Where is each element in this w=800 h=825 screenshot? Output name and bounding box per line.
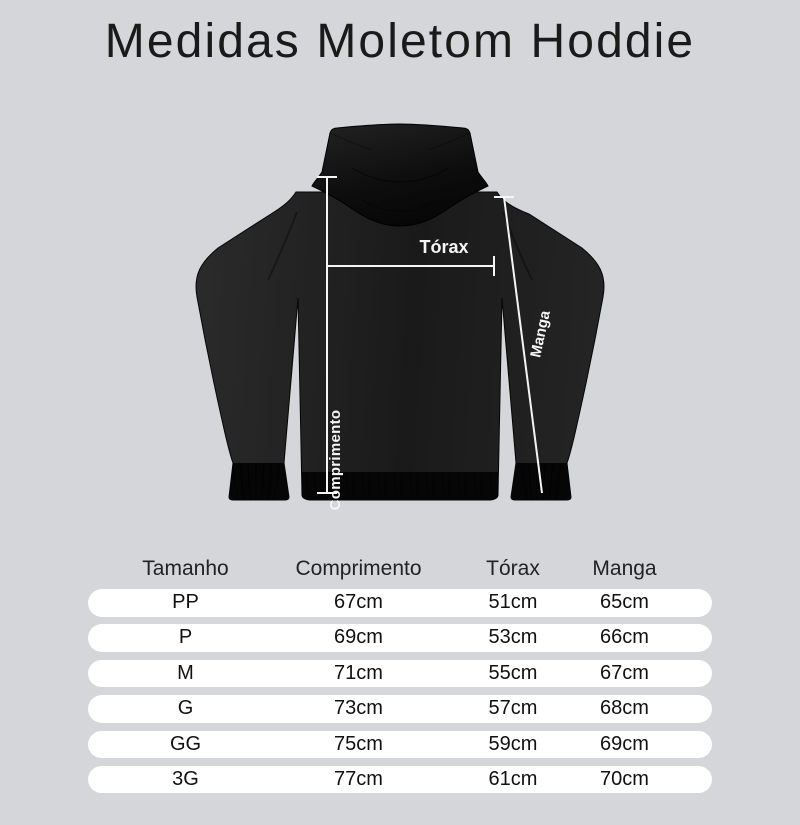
svg-text:Tórax: Tórax bbox=[419, 237, 468, 257]
svg-text:Comprimento: Comprimento bbox=[327, 410, 344, 511]
